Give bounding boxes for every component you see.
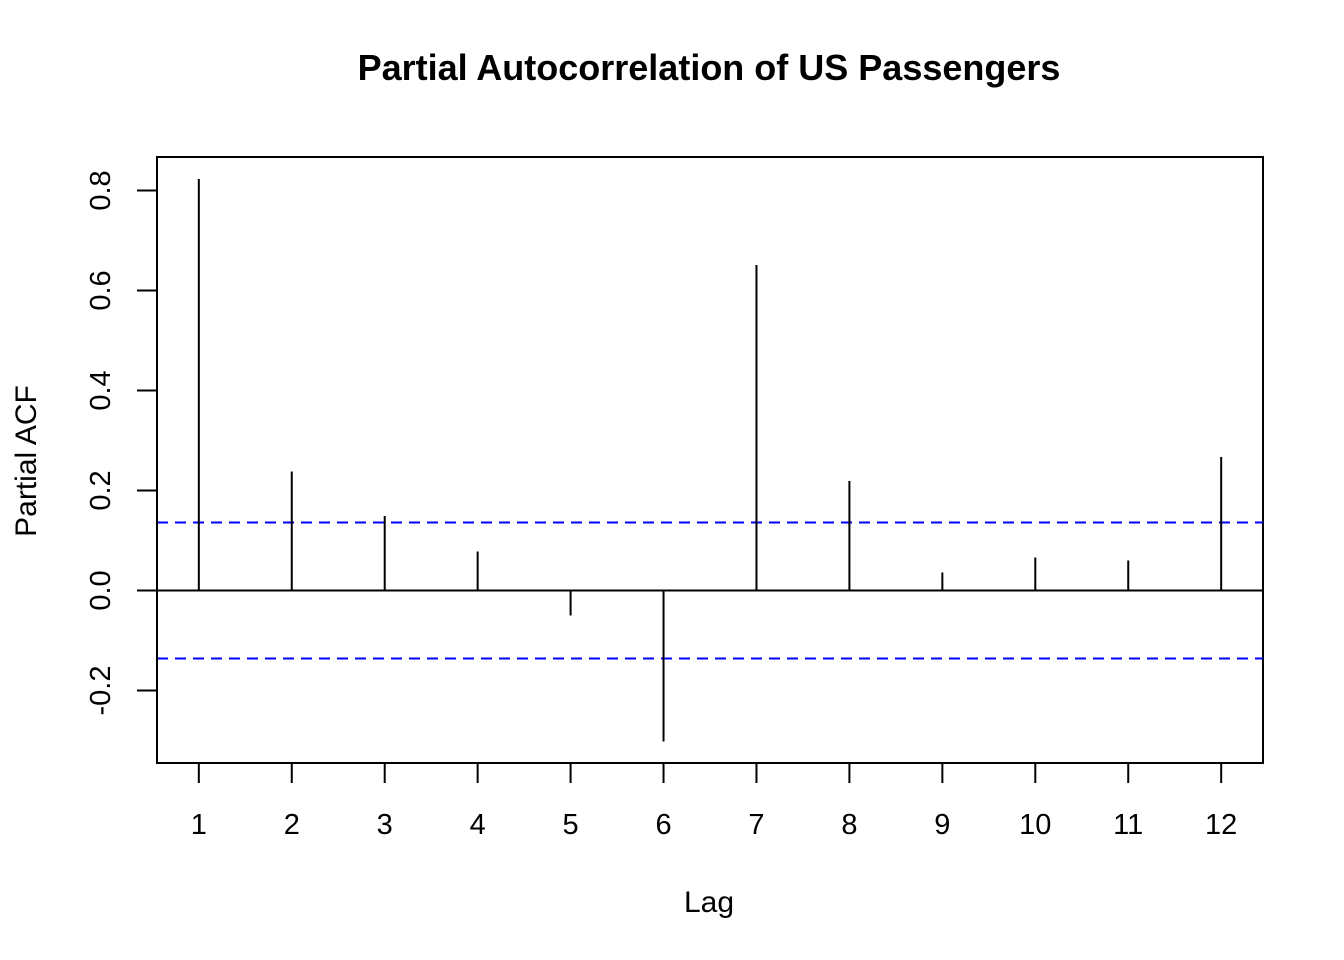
- x-tick-label-8: 8: [841, 809, 857, 841]
- y-tick-label-0.0: 0.0: [85, 570, 117, 610]
- x-tick-label-9: 9: [934, 809, 950, 841]
- x-tick-label-3: 3: [377, 809, 393, 841]
- x-axis: 1 2 3 4 5 6 7 8 9 10 11 12: [191, 762, 1237, 841]
- y-tick-label-0.8: 0.8: [85, 170, 117, 210]
- x-tick-label-12: 12: [1205, 809, 1237, 841]
- y-tick-label-0.4: 0.4: [85, 370, 117, 410]
- y-tick-label-0.2: 0.2: [85, 470, 117, 510]
- x-tick-label-6: 6: [655, 809, 671, 841]
- y-tick-label--0.2: -0.2: [85, 666, 117, 716]
- x-tick-label-2: 2: [284, 809, 300, 841]
- x-tick-label-4: 4: [470, 809, 486, 841]
- y-tick-label-0.6: 0.6: [85, 270, 117, 310]
- x-tick-label-7: 7: [748, 809, 764, 841]
- y-axis: -0.2 0.0 0.2 0.4 0.6 0.8: [85, 170, 158, 716]
- x-axis-label: Lag: [684, 886, 734, 919]
- chart-title: Partial Autocorrelation of US Passengers: [358, 47, 1061, 88]
- x-tick-label-1: 1: [191, 809, 207, 841]
- x-tick-label-5: 5: [563, 809, 579, 841]
- plot-frame: [156, 156, 1264, 764]
- x-tick-label-10: 10: [1019, 809, 1051, 841]
- x-tick-label-11: 11: [1113, 809, 1143, 841]
- plot-marks: [157, 179, 1263, 742]
- y-axis-label: Partial ACF: [10, 385, 43, 537]
